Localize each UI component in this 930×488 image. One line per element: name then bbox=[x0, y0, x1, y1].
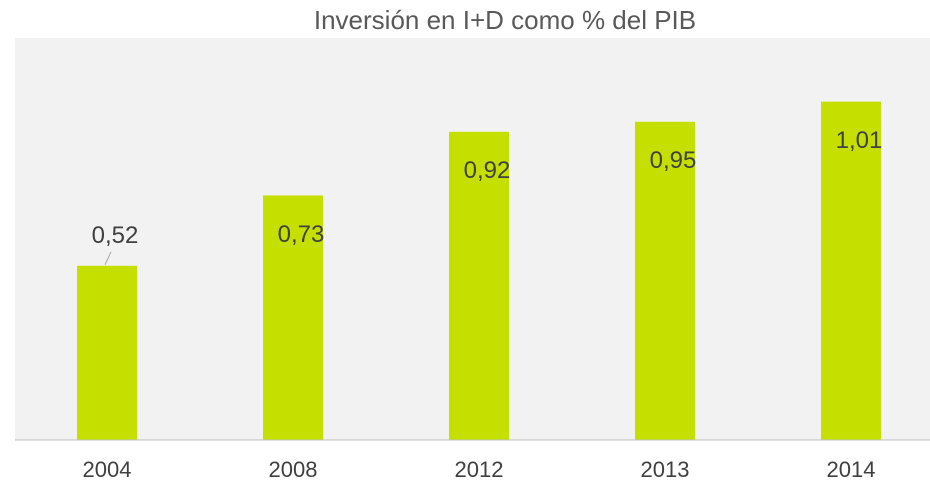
bar bbox=[263, 195, 323, 440]
data-label: 0,73 bbox=[278, 221, 325, 248]
x-tick-label: 2012 bbox=[455, 457, 504, 482]
x-tick-label: 2008 bbox=[269, 457, 318, 482]
x-tick-label: 2014 bbox=[827, 457, 876, 482]
bar bbox=[77, 265, 137, 440]
bar bbox=[449, 131, 509, 441]
x-tick-label: 2004 bbox=[83, 457, 132, 482]
bar bbox=[821, 101, 881, 441]
data-label: 0,52 bbox=[92, 222, 139, 249]
data-label: 0,92 bbox=[464, 157, 511, 184]
x-tick-label: 2013 bbox=[641, 457, 690, 482]
data-label: 1,01 bbox=[836, 127, 883, 154]
bar bbox=[635, 121, 695, 440]
data-label: 0,95 bbox=[650, 147, 697, 174]
chart-title: Inversión en I+D como % del PIB bbox=[314, 5, 696, 35]
leader-line bbox=[104, 251, 112, 266]
